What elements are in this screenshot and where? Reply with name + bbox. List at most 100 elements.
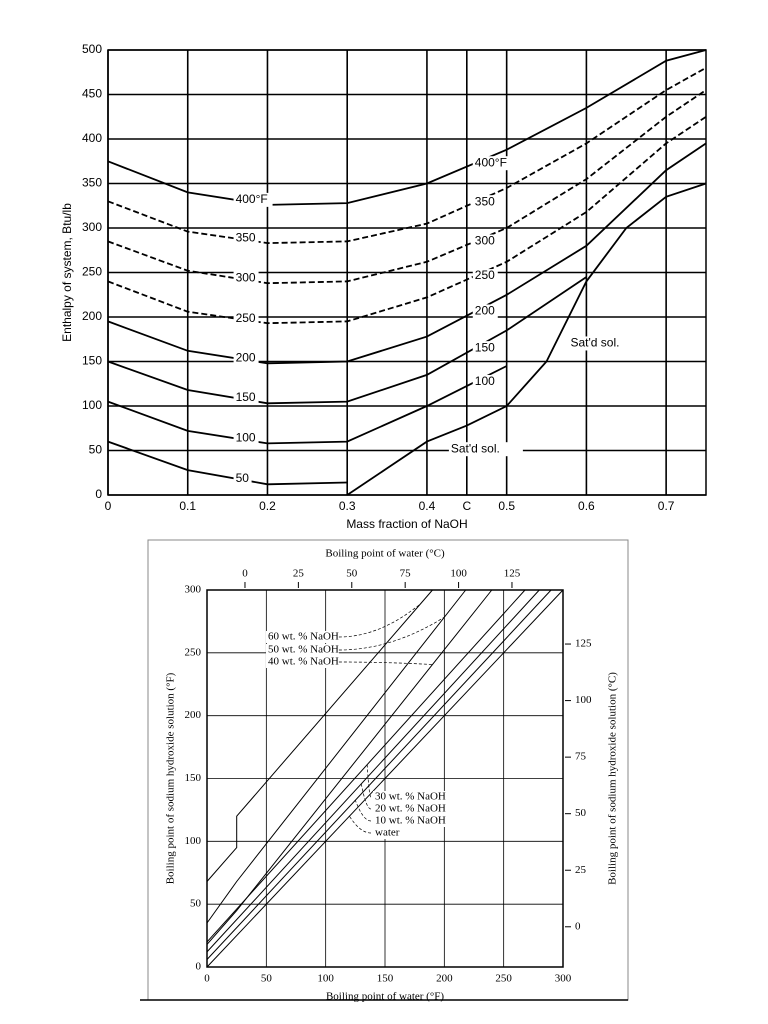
y-tick-label: 450	[82, 87, 102, 101]
x2-tick-label: 125	[504, 568, 521, 580]
y-tick-label: 400	[82, 131, 102, 145]
y-tick-label: 0	[196, 961, 202, 973]
label-bg	[233, 390, 259, 405]
y-tick-label: 250	[82, 265, 102, 279]
y-axis-title: Boiling point of sodium hydroxide soluti…	[165, 672, 177, 884]
x2-tick-label: 75	[400, 568, 412, 580]
series-line	[206, 589, 526, 943]
curve-label: 300	[236, 270, 256, 284]
series-line	[107, 276, 587, 405]
y-tick-label: 200	[82, 309, 102, 323]
series-line	[206, 589, 493, 945]
y2-tick-label: 25	[575, 864, 587, 876]
curve-label: Sat'd sol.	[451, 441, 500, 455]
curve-label: 100	[236, 431, 256, 445]
curve-label: 300	[475, 234, 495, 248]
x-tick-label: 0.6	[578, 499, 595, 513]
x2-axis-title: Boiling point of water (°C)	[325, 548, 445, 560]
series-line	[346, 182, 707, 496]
curve-label: 200	[475, 304, 495, 318]
y-tick-label: 0	[95, 487, 102, 501]
series-line	[107, 49, 707, 206]
y-tick-label: 50	[89, 443, 103, 457]
curve-label: 350	[236, 231, 256, 245]
x2-tick-label: 50	[346, 568, 358, 580]
y2-tick-label: 100	[575, 694, 592, 706]
frame	[147, 539, 629, 1001]
x-tick-label: 0.1	[179, 499, 196, 513]
series-line	[206, 589, 433, 882]
label-bg	[233, 431, 259, 446]
y-tick-label: 250	[185, 646, 202, 658]
series-line	[107, 142, 707, 365]
curve-label: 150	[236, 390, 256, 404]
x-tick-label: 0.3	[339, 499, 356, 513]
label-bg	[472, 374, 498, 389]
curve-label: 10 wt. % NaOH	[375, 815, 446, 827]
y-tick-label: 150	[82, 354, 102, 368]
label-bg	[233, 231, 259, 246]
y-tick-label: 500	[82, 42, 102, 56]
label-bg	[233, 471, 252, 486]
x-axis-title: Boiling point of water (°F)	[326, 991, 444, 1003]
label-bg	[266, 644, 339, 656]
x-tick-label: 0.4	[419, 499, 436, 513]
plot-border	[107, 49, 707, 496]
label-bg	[233, 271, 259, 286]
leader	[338, 616, 445, 651]
leader	[338, 661, 433, 665]
curve-label: 200	[236, 350, 256, 364]
curve-label: 40 wt. % NaOH	[268, 656, 339, 668]
x-tick-label: 250	[495, 973, 512, 985]
x-tick-label: 0.5	[498, 499, 515, 513]
y-tick-label: 200	[185, 709, 202, 721]
curve-label: 250	[475, 268, 495, 282]
x2-tick-label: 0	[242, 568, 248, 580]
curve-label: 350	[475, 194, 495, 208]
y2-tick-label: 50	[575, 807, 587, 819]
label-bg	[472, 304, 498, 319]
series-line	[107, 89, 707, 285]
y2-tick-label: 75	[575, 751, 587, 763]
x-tick-label: 300	[555, 973, 572, 985]
label-bg	[472, 341, 498, 356]
plot-border	[206, 589, 564, 968]
y-tick-label: 150	[185, 772, 202, 784]
curve-label: 20 wt. % NaOH	[375, 803, 446, 815]
y2-tick-label: 125	[575, 638, 592, 650]
x-tick-label: C	[462, 499, 471, 513]
label-bg	[266, 631, 339, 643]
y-tick-label: 100	[185, 835, 202, 847]
leader	[338, 603, 421, 638]
label-bg	[373, 815, 446, 827]
x-tick-label: 50	[261, 973, 273, 985]
series-line	[107, 67, 707, 245]
label-bg	[233, 311, 259, 326]
x-tick-label: 150	[377, 973, 394, 985]
label-bg	[233, 192, 273, 207]
x2-tick-label: 25	[293, 568, 305, 580]
series-line	[206, 589, 540, 953]
label-bg	[472, 234, 498, 249]
label-bg	[266, 656, 339, 668]
y-tick-label: 50	[190, 898, 202, 910]
label-bg	[233, 351, 259, 366]
label-bg	[373, 791, 446, 803]
series-line	[206, 589, 467, 924]
series-line	[107, 440, 348, 486]
label-bg	[448, 442, 523, 457]
label-bg	[472, 269, 498, 284]
curve-label: 30 wt. % NaOH	[375, 791, 446, 803]
y-tick-label: 300	[185, 584, 202, 596]
x-tick-label: 0.7	[658, 499, 675, 513]
enthalpy-chart: 0 0.1 0.2 0.3 0.4 C 0.5 0.6 0.7 0 50 100 150 200 250 30…	[60, 42, 707, 531]
x-tick-label: 100	[317, 973, 334, 985]
y-tick-label: 100	[82, 398, 102, 412]
curve-label: 50	[236, 471, 250, 485]
y2-axis-title: Boiling point of sodium hydroxide soluti…	[607, 672, 619, 885]
label-bg	[472, 156, 512, 171]
label-bg	[472, 195, 498, 210]
